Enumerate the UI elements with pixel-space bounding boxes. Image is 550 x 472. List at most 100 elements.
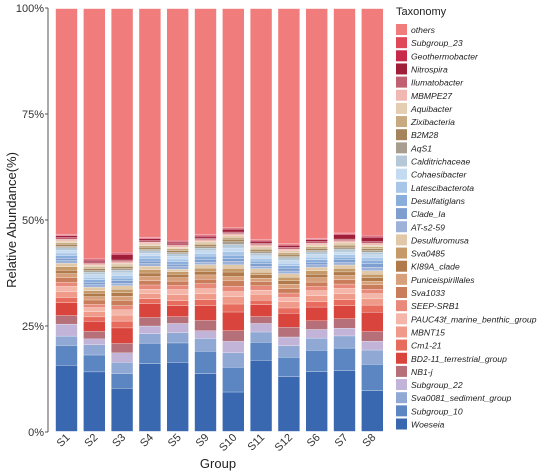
bar-segment-S3-10 (110, 300, 134, 306)
bar-segment-S7-25 (332, 240, 357, 243)
bar-segment-S11-23 (249, 248, 273, 251)
legend-swatch (396, 168, 407, 180)
bar-segment-S6-1 (305, 350, 329, 372)
bar-segment-S12-7 (277, 301, 301, 309)
bar-segment-S12-16 (277, 268, 301, 272)
bar-segment-S9-19 (193, 250, 218, 254)
bar-segment-S7-24 (332, 242, 357, 245)
bar-segment-S7-3 (332, 328, 357, 337)
legend-swatch (396, 102, 407, 114)
bar-segment-S6-7 (305, 295, 329, 302)
bar-segment-S2-15 (82, 284, 106, 288)
bar-segment-S12-14 (277, 273, 301, 278)
bar-segment-S10-29 (221, 227, 245, 229)
bar-segment-S1-19 (54, 250, 79, 254)
bar-segment-S5-17 (166, 261, 190, 265)
legend-swatch (396, 247, 407, 259)
bar-segment-S12-21 (277, 255, 301, 258)
bar-segment-S4-11 (138, 276, 162, 281)
legend-label: SEEP-SRB1 (411, 301, 459, 311)
bar-segment-S6-29 (305, 237, 329, 240)
bar-segment-S3-21 (110, 268, 134, 271)
bar-segment-S2-18 (82, 277, 106, 280)
bar-segment-S6-25 (305, 243, 329, 246)
bar-segment-S10-5 (221, 311, 245, 331)
legend-swatch (396, 260, 407, 272)
bar-segment-S5-12 (166, 274, 190, 278)
legend-swatch (396, 326, 407, 338)
bar-segment-S9-20 (193, 248, 218, 252)
bar-segment-S8-8 (360, 293, 384, 300)
bar-segment-S8-7 (360, 298, 384, 306)
bar-segment-S6-9 (305, 286, 329, 291)
bar-segment-S2-30 (82, 7, 106, 259)
bar-segment-S8-1 (360, 363, 384, 391)
bar-segment-S7-6 (332, 299, 357, 306)
bar-segment-S1-26 (54, 237, 79, 240)
bar-segment-S4-9 (138, 284, 162, 290)
bar-segment-S11-10 (249, 281, 273, 286)
bar-segment-S9-11 (193, 274, 218, 280)
legend-title: Taxonomy (396, 6, 447, 18)
bar-segment-S9-13 (193, 267, 218, 272)
y-tick-label: 50% (22, 215, 44, 227)
legend-label: Geothermobacter (411, 51, 479, 61)
bar-segment-S4-5 (138, 303, 162, 318)
bar-segment-S6-6 (305, 301, 329, 308)
bar-segment-S8-29 (360, 235, 384, 237)
bar-segment-S12-20 (277, 257, 301, 261)
bar-segment-S2-23 (82, 266, 106, 269)
x-tick-labels: S1 S2 S3 S4 S5 S9 S10 S11 S12 S6 S7 S8 (55, 432, 379, 454)
bar-segment-S3-3 (110, 352, 134, 363)
bar-segment-S2-5 (82, 321, 106, 332)
bar-segment-S6-10 (305, 281, 329, 287)
bar-segment-S12-19 (277, 260, 301, 264)
bar-outline-S10 (221, 7, 246, 433)
bar-segment-S6-5 (305, 306, 329, 321)
bar-segment-S8-13 (360, 274, 384, 278)
bar-segment-S2-8 (82, 307, 106, 312)
bar-segment-S9-29 (193, 234, 218, 236)
bar-segment-S9-6 (193, 299, 218, 306)
bar-segment-S9-16 (193, 259, 218, 263)
bar-segment-S2-2 (82, 344, 106, 356)
bar-segment-S6-11 (305, 277, 329, 283)
bar-segment-S4-4 (138, 317, 162, 327)
bar-segment-S5-26 (166, 243, 190, 246)
bar-segment-S5-2 (166, 332, 190, 344)
bar-segment-S8-12 (360, 277, 384, 282)
bar-segment-S10-19 (221, 247, 245, 252)
bar-segment-S9-5 (193, 305, 218, 321)
bar-segment-S3-19 (110, 272, 134, 276)
bar-segment-S9-7 (193, 293, 218, 300)
legend-swatch (396, 208, 407, 220)
bar-segment-S6-30 (305, 7, 329, 239)
legend-swatch (396, 50, 407, 62)
bar-outline-S11 (248, 7, 274, 433)
bar-segment-S5-13 (166, 271, 190, 275)
bar-segment-S2-22 (82, 268, 106, 271)
x-tick-label: S11 (245, 432, 267, 454)
bar-segment-S1-23 (54, 242, 79, 245)
bar-segment-S1-4 (54, 315, 79, 325)
bar-segment-S4-0 (138, 363, 162, 433)
bar-segment-S9-18 (193, 253, 218, 257)
bar-segment-S5-6 (166, 300, 190, 306)
bar-segment-S10-6 (221, 303, 245, 313)
bar-segment-S8-5 (360, 311, 384, 332)
bar-outline-S4 (137, 7, 163, 433)
bar-segment-S2-11 (82, 296, 106, 301)
bar-segment-S1-27 (54, 235, 79, 238)
legend-swatch (396, 63, 407, 75)
bar-segment-S12-15 (277, 270, 301, 274)
bar-segment-S12-26 (277, 247, 301, 250)
bar-segment-S7-12 (332, 271, 357, 276)
bar-segment-S4-29 (138, 236, 162, 239)
bar-segment-S12-24 (277, 250, 301, 253)
bar-segment-S11-8 (249, 289, 273, 295)
bar-segment-S7-0 (332, 370, 357, 433)
x-tick-label: S4 (138, 432, 156, 450)
bar-segment-S11-6 (249, 300, 273, 305)
bar-segment-S7-13 (332, 268, 357, 273)
bar-segment-S5-14 (166, 269, 190, 272)
